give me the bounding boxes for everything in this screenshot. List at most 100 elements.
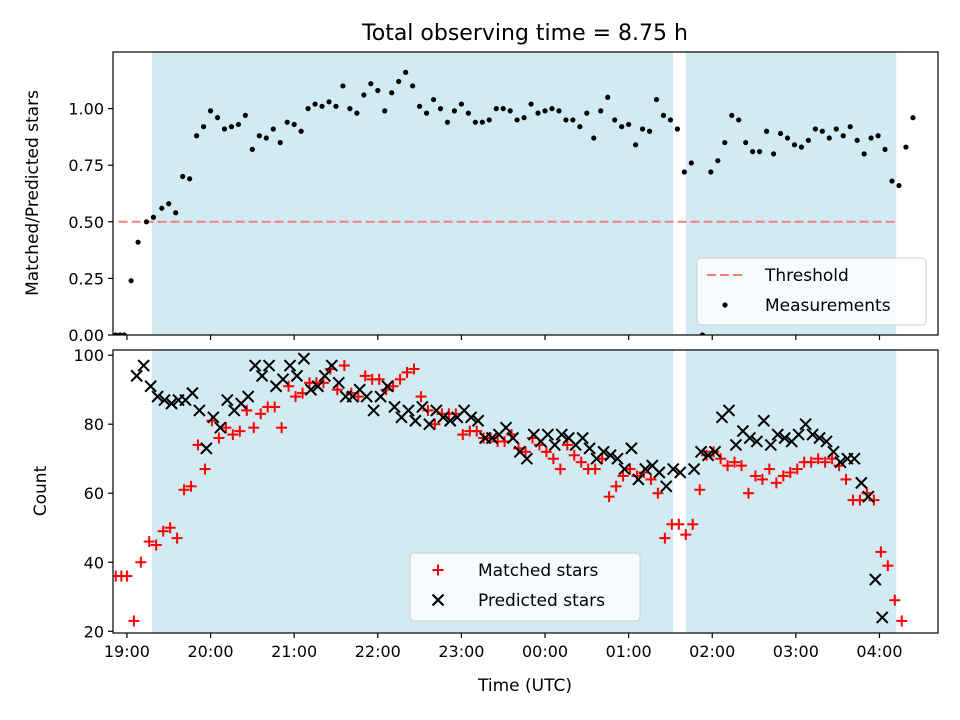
data-point-27 — [311, 380, 325, 393]
y-tick-label: 20 — [84, 622, 104, 641]
data-point-38 — [368, 81, 374, 87]
y-tick-label: 0.75 — [68, 156, 104, 175]
data-point-103 — [848, 452, 861, 465]
data-point-92 — [742, 487, 754, 499]
data-point-34 — [338, 360, 350, 372]
data-point-66 — [561, 439, 573, 451]
data-point-103 — [826, 135, 832, 141]
data-point-16 — [213, 432, 225, 444]
data-point-101 — [805, 456, 817, 468]
data-point-45 — [416, 103, 423, 109]
data-point-4 — [128, 278, 134, 284]
data-point-68 — [575, 456, 587, 468]
data-point-107 — [854, 137, 860, 143]
data-point-109 — [868, 135, 874, 141]
data-point-79 — [653, 96, 660, 103]
data-point-57 — [520, 452, 534, 465]
data-point-103 — [819, 456, 831, 468]
data-point-56 — [493, 106, 499, 112]
data-point-24 — [270, 126, 276, 132]
data-point-34 — [360, 390, 373, 403]
data-point-89 — [722, 460, 734, 472]
data-point-36 — [374, 390, 387, 403]
y-tick-label: 0.00 — [68, 326, 104, 345]
data-point-32 — [326, 99, 332, 105]
data-point-43 — [401, 366, 413, 378]
data-point-50 — [471, 414, 485, 427]
data-point-7 — [150, 214, 157, 220]
data-point-73 — [632, 473, 645, 486]
data-point-30 — [312, 101, 318, 107]
data-point-24 — [269, 401, 281, 413]
data-point-50 — [451, 108, 458, 114]
data-point-16 — [214, 115, 221, 121]
data-point-65 — [576, 431, 589, 445]
data-point-90 — [729, 456, 741, 468]
data-point-17 — [221, 126, 228, 132]
data-point-27 — [291, 121, 297, 128]
data-point-71 — [618, 462, 631, 476]
data-point-110 — [875, 133, 881, 139]
x-tick-label: 21:00 — [271, 642, 317, 661]
data-point-87 — [715, 158, 721, 164]
data-point-10 — [193, 404, 206, 417]
data-point-91 — [736, 460, 748, 472]
data-point-5 — [158, 393, 171, 407]
data-point-26 — [304, 383, 318, 396]
data-point-96 — [799, 417, 812, 431]
legend-swatch — [722, 302, 728, 308]
data-point-35 — [347, 106, 353, 112]
x-tick-label: 03:00 — [773, 642, 819, 661]
count-panel: 20 40 60 80 100 19:00 20:00 21:00 22:00 23:00 00:0… — [73, 346, 939, 661]
data-point-105 — [862, 490, 875, 503]
y-tick-label: 100 — [73, 346, 104, 365]
data-point-35 — [367, 404, 380, 417]
data-point-86 — [729, 438, 743, 452]
data-point-67 — [568, 449, 580, 461]
data-point-70 — [591, 135, 597, 141]
data-point-14 — [200, 124, 207, 130]
legend-swatch — [431, 593, 445, 607]
data-point-14 — [199, 463, 211, 475]
data-point-57 — [500, 106, 506, 112]
data-point-6 — [143, 536, 155, 548]
data-point-21 — [248, 422, 260, 434]
data-point-18 — [227, 429, 239, 441]
data-point-82 — [673, 518, 685, 530]
data-point-102 — [819, 128, 825, 134]
data-point-93 — [778, 431, 791, 445]
data-point-61 — [548, 438, 561, 452]
data-point-9 — [186, 386, 199, 400]
data-point-52 — [485, 431, 499, 445]
legend: Matched stars Predicted stars — [409, 552, 641, 622]
data-point-106 — [869, 573, 882, 586]
data-point-1 — [130, 369, 143, 383]
data-point-55 — [486, 117, 492, 123]
data-point-83 — [680, 529, 692, 541]
ratio-y-axis-label: Matched/Predicted stars — [23, 90, 43, 296]
data-point-1 — [113, 332, 119, 335]
y-tick-label: 0.50 — [68, 213, 104, 232]
data-point-49 — [444, 119, 451, 125]
data-point-42 — [394, 373, 406, 385]
y-tick-label: 60 — [84, 484, 104, 503]
data-point-22 — [256, 133, 262, 139]
data-point-10 — [171, 532, 183, 544]
legend-box — [409, 552, 641, 622]
data-point-69 — [604, 449, 617, 462]
data-point-13 — [194, 133, 200, 139]
data-point-15 — [207, 108, 214, 114]
data-point-22 — [255, 408, 267, 420]
data-point-66 — [583, 442, 596, 455]
data-point-88 — [722, 139, 728, 146]
data-point-91 — [764, 438, 777, 452]
observing-window-1 — [152, 52, 674, 335]
data-point-58 — [507, 108, 513, 114]
data-point-113 — [896, 182, 902, 189]
data-point-10 — [173, 210, 179, 216]
data-point-11 — [200, 442, 213, 455]
data-point-96 — [777, 130, 784, 137]
data-point-25 — [297, 352, 311, 365]
data-point-76 — [653, 466, 666, 479]
series-matched-stars — [113, 360, 908, 627]
